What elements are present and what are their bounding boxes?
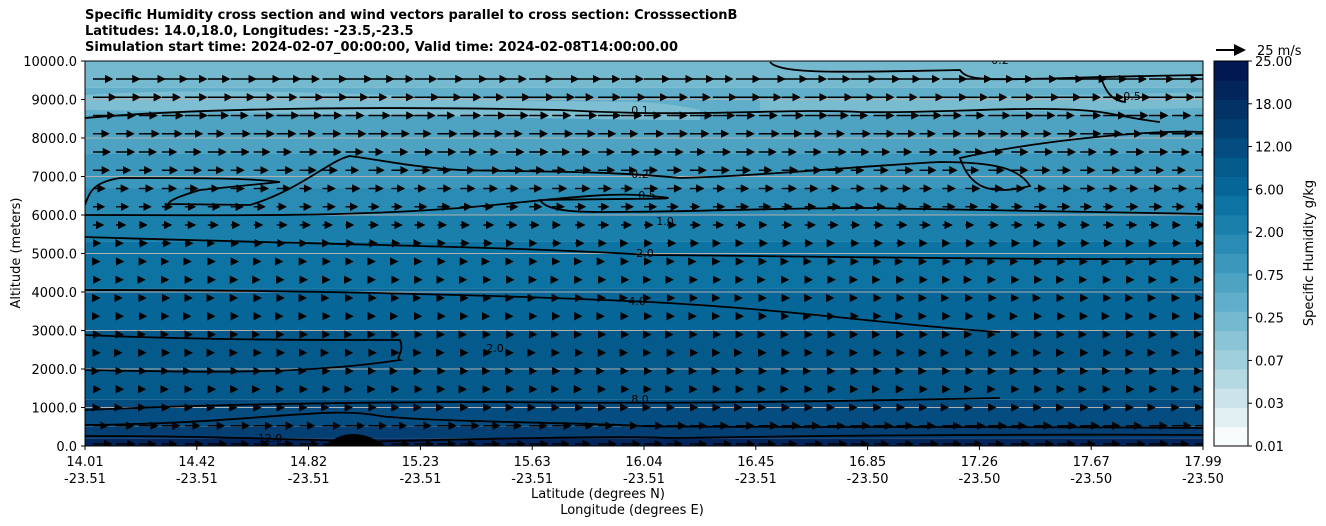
y-tick-label-4: 4000.0 [32,286,78,301]
chart-title-line-2: Latitudes: 14.0,18.0, Longitudes: -23.5,… [85,24,414,39]
colorbar-segment-7 [1214,292,1248,312]
contour-label-0: 0.2 [991,54,1009,67]
y-axis: 0.0 1000.0 2000.0 3000.0 4000.0 5000.0 6000.0 7… [23,55,85,455]
x-tick-label-lon-10: -23.50 [1182,472,1224,487]
contour-line-10 [85,433,1203,443]
colorbar-segment-16 [1214,118,1248,139]
x-tick-label-lat-2: 14.82 [290,455,327,470]
chart-title-line-3: Simulation start time: 2024-02-07_00:00:… [85,40,678,55]
contour-line-0 [769,61,1203,81]
colorbar-segment-5 [1214,330,1248,351]
x-tick-label-lon-7: -23.50 [847,472,889,487]
colorbar-tick-label-9: 25.00 [1255,55,1292,70]
colorbar-tick-label-7: 12.00 [1255,141,1292,156]
colorbar-segment-18 [1214,80,1248,100]
chart-title-line-1: Specific Humidity cross section and wind… [85,8,738,23]
humidity-band-6 [85,215,1203,242]
colorbar-segment-12 [1214,195,1248,216]
x-tick-label-lon-3: -23.51 [399,472,441,487]
x-tick-label-lat-0: 14.01 [66,455,103,470]
quiver-key: 25 m/s [1216,44,1302,59]
y-axis-label: Altitude (meters) [9,198,24,309]
colorbar-segment-1 [1214,407,1248,428]
y-tick-label-5: 5000.0 [32,248,78,263]
contour-label-7: 4.0 [628,295,646,308]
colorbar-tick-label-1: 0.03 [1255,397,1284,412]
x-tick-label-lat-5: 16.04 [625,455,662,470]
x-tick-label-lat-9: 17.67 [1073,455,1110,470]
colorbar-segment-10 [1214,234,1248,254]
x-tick-label-lat-1: 14.42 [178,455,215,470]
contour-label-4: 0.5 [638,189,656,202]
x-axis-label-longitude: Longitude (degrees E) [560,503,704,518]
x-tick-label-lon-4: -23.51 [511,472,553,487]
y-tick-label-1: 1000.0 [32,402,78,417]
colorbar-segment-0 [1214,426,1248,447]
x-tick-label-lat-4: 15.63 [514,455,551,470]
x-tick-label-lat-10: 17.99 [1184,455,1221,470]
contour-label-9: 8.0 [631,393,649,406]
contour-line-3 [85,130,1203,206]
colorbar-segment-2 [1214,388,1248,408]
humidity-band-11 [85,61,1203,88]
humidity-band-1 [85,426,1203,439]
x-tick-label-lat-6: 16.45 [737,455,774,470]
x-tick-label-lat-3: 15.23 [402,455,439,470]
contour-line-4 [85,193,1203,217]
x-tick-label-lon-1: -23.51 [176,472,218,487]
colorbar-segment-17 [1214,99,1248,120]
colorbar-label: Specific Humidity g/kg [1302,180,1317,326]
colorbar-segment-11 [1214,215,1248,235]
colorbar-segment-3 [1214,369,1248,389]
x-axis: 14.01 -23.51 14.42 -23.51 14.82 -23.51 15.23 -2… [64,446,1224,487]
y-tick-label-10: 10000.0 [23,55,77,70]
colorbar-tick-label-4: 0.75 [1255,269,1284,284]
colorbar-tick-label-6: 6.00 [1255,183,1284,198]
x-tick-label-lon-0: -23.51 [64,472,106,487]
contour-line-7 [85,334,404,373]
x-tick-label-lon-8: -23.50 [958,472,1000,487]
x-tick-label-lat-8: 17.26 [961,455,998,470]
contour-label-6: 2.0 [636,247,654,260]
colorbar-tick-label-0: 0.01 [1255,440,1284,455]
quiver-key-label: 25 m/s [1257,44,1302,59]
x-tick-label-lon-2: -23.51 [288,472,330,487]
colorbar-segment-14 [1214,157,1248,177]
colorbar-tick-label-2: 0.07 [1255,354,1284,369]
colorbar: 0.01 0.03 0.07 0.25 0.75 2.00 6.00 12.00 18.00 25… [1213,55,1292,455]
wind-vectors [91,74,1203,446]
contour-label-1: 0.5 [1123,90,1141,103]
y-tick-label-0: 0.0 [56,440,77,455]
contour-label-10: 12.0 [258,432,283,445]
plot-area: 0.20.50.10.20.51.02.04.02.08.012.0 [85,54,1203,446]
x-tick-label-lon-5: -23.51 [623,472,665,487]
y-tick-label-6: 6000.0 [32,209,78,224]
contour-label-5: 1.0 [656,215,674,228]
colorbar-segment-8 [1214,272,1248,293]
y-tick-label-8: 8000.0 [32,132,78,147]
colorbar-segment-4 [1214,349,1248,370]
colorbar-segment-9 [1214,253,1248,274]
y-tick-label-9: 9000.0 [32,94,78,109]
x-tick-label-lon-6: -23.51 [735,472,777,487]
x-tick-label-lat-7: 16.85 [849,455,886,470]
colorbar-segment-15 [1214,138,1248,158]
colorbar-segment-19 [1214,61,1248,81]
x-axis-label-latitude: Latitude (degrees N) [531,487,665,502]
contour-line-2 [85,107,1161,123]
colorbar-tick-label-8: 18.00 [1255,98,1292,113]
colorbar-segment-13 [1214,176,1248,197]
y-tick-label-7: 7000.0 [32,171,78,186]
x-tick-label-lon-9: -23.50 [1070,472,1112,487]
colorbar-segment-6 [1214,311,1248,331]
y-tick-label-3: 3000.0 [32,325,78,340]
humidity-band-0 [85,438,1203,446]
colorbar-tick-label-5: 2.00 [1255,226,1284,241]
colorbar-tick-label-3: 0.25 [1255,312,1284,327]
y-tick-label-2: 2000.0 [32,363,78,378]
colorbar-frame [1213,60,1249,447]
